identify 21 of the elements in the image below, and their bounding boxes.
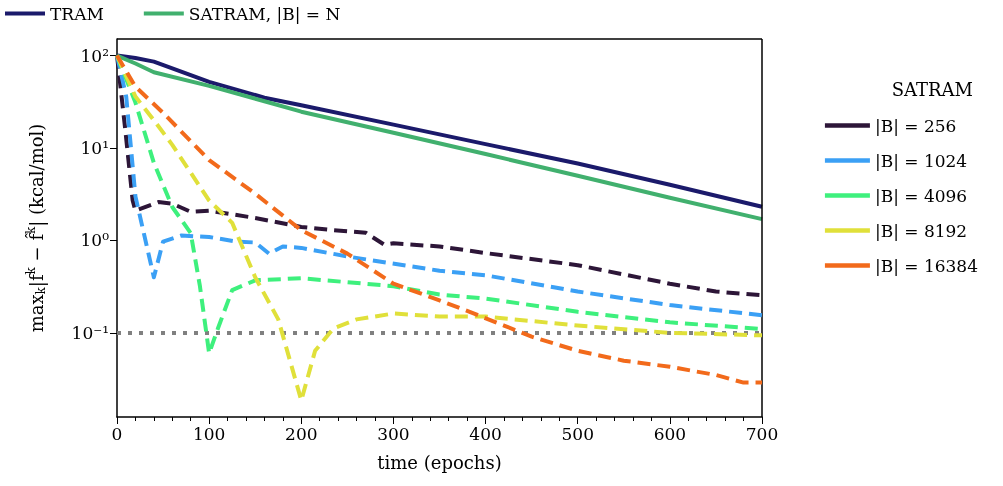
legend-title: SATRAM — [891, 78, 974, 100]
legend-label: |B| = 4096 — [874, 185, 968, 206]
y-tick-label: 10⁰ — [80, 230, 110, 251]
x-tick-label: 500 — [561, 423, 594, 444]
legend-label: |B| = 256 — [874, 115, 957, 136]
legend-label: SATRAM, |B| = N — [188, 3, 341, 24]
y-tick-label: 10⁻¹ — [71, 322, 109, 343]
legend-label: |B| = 8192 — [874, 220, 968, 241]
x-tick-label: 200 — [285, 423, 318, 444]
legend-label: |B| = 1024 — [874, 150, 968, 171]
x-tick-label: 100 — [192, 423, 226, 444]
y-tick-label: 10¹ — [80, 137, 109, 158]
legend-label: |B| = 16384 — [874, 255, 979, 276]
legend-label: TRAM — [50, 3, 104, 24]
x-axis-title: time (epochs) — [377, 451, 502, 473]
y-tick-label: 10² — [80, 45, 109, 66]
x-tick-label: 400 — [469, 423, 502, 444]
x-tick-label: 300 — [377, 423, 410, 444]
x-tick-label: 700 — [745, 423, 779, 444]
x-tick-label: 600 — [653, 423, 687, 444]
x-tick-label: 0 — [111, 423, 123, 444]
